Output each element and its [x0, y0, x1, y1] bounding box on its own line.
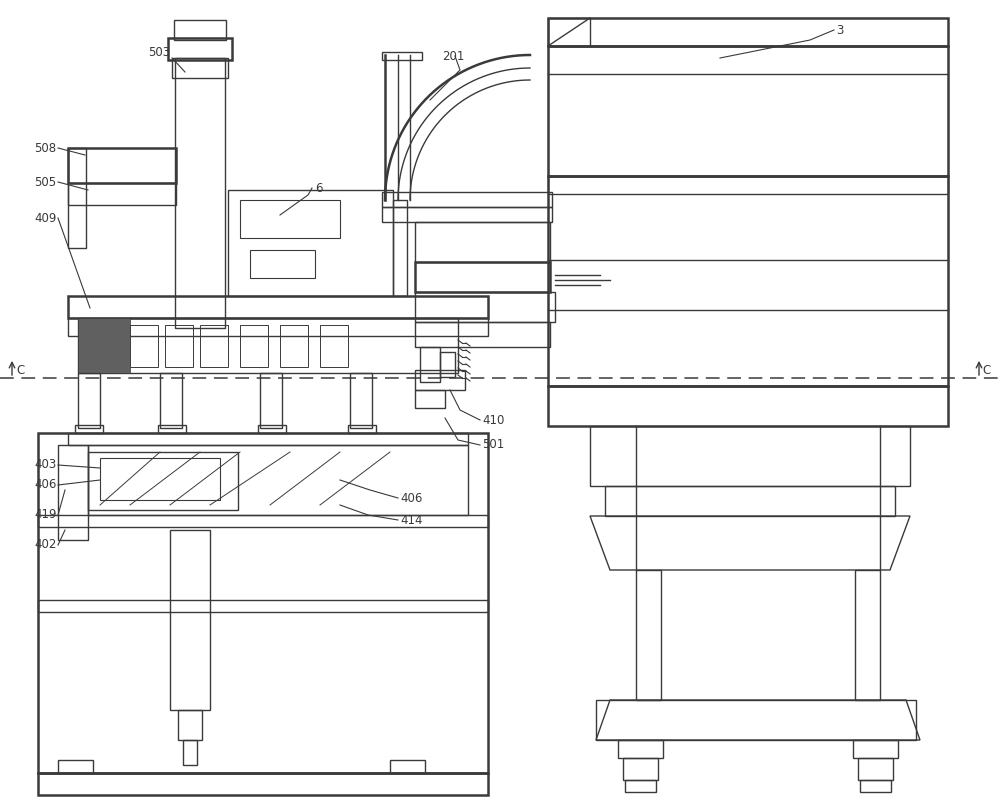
Text: 406: 406 [34, 479, 56, 492]
Text: 505: 505 [34, 176, 56, 189]
Bar [853, 740, 898, 758]
Bar [548, 176, 948, 386]
Bar [78, 373, 100, 428]
Bar [415, 390, 445, 408]
Bar [38, 515, 488, 527]
Text: 403: 403 [34, 458, 56, 471]
Bar [174, 20, 226, 40]
Bar [78, 318, 458, 373]
Bar [855, 570, 880, 700]
Text: 201: 201 [442, 49, 464, 62]
Bar [200, 325, 228, 367]
Text: 6: 6 [315, 181, 322, 194]
Bar [68, 148, 86, 248]
Bar [38, 600, 488, 612]
Text: 508: 508 [34, 142, 56, 155]
Bar [590, 426, 910, 486]
Text: 501: 501 [482, 438, 504, 451]
Polygon shape [78, 318, 130, 373]
Text: 406: 406 [400, 492, 422, 505]
Bar [68, 183, 176, 205]
Bar [58, 760, 93, 773]
Bar [393, 200, 407, 296]
Bar [860, 780, 891, 792]
Bar [75, 425, 103, 433]
Bar [172, 58, 228, 78]
Bar [88, 452, 238, 510]
Bar [625, 780, 656, 792]
Text: 409: 409 [34, 211, 56, 224]
Text: 414: 414 [400, 514, 422, 526]
Bar [440, 352, 455, 377]
Bar [183, 740, 197, 765]
Bar [548, 18, 948, 46]
Bar [38, 773, 488, 795]
Bar [548, 46, 948, 176]
Bar [258, 425, 286, 433]
Bar [160, 373, 182, 428]
Bar [415, 262, 550, 292]
Bar [68, 148, 176, 183]
Bar [165, 325, 193, 367]
Bar [348, 425, 376, 433]
Bar [618, 740, 663, 758]
Bar [420, 347, 440, 382]
Bar [280, 325, 308, 367]
Text: C: C [982, 364, 990, 377]
Bar [88, 445, 468, 515]
Bar [636, 570, 661, 700]
Text: 402: 402 [34, 539, 56, 552]
Bar [382, 192, 552, 207]
Bar [415, 292, 555, 322]
Bar [415, 322, 550, 347]
Bar [170, 530, 210, 710]
Bar [858, 758, 893, 780]
Text: 419: 419 [34, 509, 56, 522]
Bar [130, 325, 158, 367]
Bar [382, 52, 422, 60]
Bar [68, 318, 488, 336]
Text: 3: 3 [836, 23, 843, 36]
Bar [415, 370, 465, 390]
Bar [228, 190, 393, 296]
Text: C: C [16, 364, 24, 377]
Bar [350, 373, 372, 428]
Bar [58, 445, 88, 540]
Bar [548, 386, 948, 426]
Bar [68, 433, 468, 445]
Bar [382, 207, 552, 222]
Bar [240, 325, 268, 367]
Bar [100, 458, 220, 500]
Bar [623, 758, 658, 780]
Bar [38, 433, 488, 773]
Bar [68, 296, 488, 318]
Bar [95, 325, 123, 367]
Bar [168, 38, 232, 60]
Bar [390, 760, 425, 773]
Bar [548, 176, 948, 194]
Bar [175, 58, 225, 328]
Bar [605, 486, 895, 516]
Bar [320, 325, 348, 367]
Text: 503: 503 [148, 45, 170, 58]
Bar [158, 425, 186, 433]
Bar [415, 222, 550, 262]
Bar [596, 700, 916, 740]
Bar [240, 200, 340, 238]
Bar [250, 250, 315, 278]
Bar [178, 710, 202, 740]
Bar [260, 373, 282, 428]
Text: 410: 410 [482, 413, 504, 427]
